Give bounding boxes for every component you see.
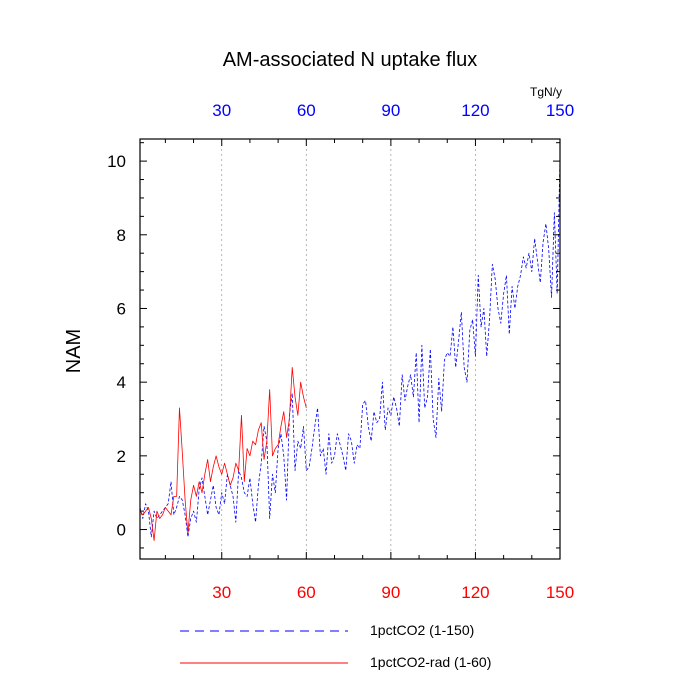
y-tick-label-2: 2: [117, 447, 126, 466]
chart-title: AM-associated N uptake flux: [223, 49, 478, 71]
series-line-1pctco2-rad: [139, 367, 307, 541]
tick-labels: 30 30 60 60 90 90 120 120 150 150 0 2 4 6 8 10: [107, 101, 574, 602]
x-tick-label-bottom-120: 120: [461, 583, 489, 602]
x-tick-label-bottom-60: 60: [297, 583, 316, 602]
legend: 1pctCO2 (1-150) 1pctCO2-rad (1-60): [180, 622, 491, 670]
x-tick-label-top-60: 60: [297, 101, 316, 120]
x-tick-label-bottom-150: 150: [546, 583, 574, 602]
x-tick-label-top-120: 120: [461, 101, 489, 120]
x-tick-label-top-150: 150: [546, 101, 574, 120]
y-tick-label-10: 10: [107, 152, 126, 171]
legend-label-1pctco2: 1pctCO2 (1-150): [370, 622, 474, 638]
x-tick-label-bottom-90: 90: [381, 583, 400, 602]
plot-frame: [139, 138, 561, 560]
units-label: TgN/y: [530, 85, 562, 99]
ticks: [140, 139, 561, 559]
y-tick-label-8: 8: [117, 226, 126, 245]
y-tick-label-6: 6: [117, 299, 126, 318]
grid: [221, 139, 476, 559]
series-group: [139, 157, 561, 541]
y-tick-label-4: 4: [117, 373, 126, 392]
series-line-1pctco2: [139, 157, 561, 538]
x-tick-label-bottom-30: 30: [212, 583, 231, 602]
x-tick-label-top-30: 30: [212, 101, 231, 120]
legend-label-1pctco2-rad: 1pctCO2-rad (1-60): [370, 654, 491, 670]
y-tick-label-0: 0: [117, 521, 126, 540]
y-axis-label: NAM: [63, 329, 85, 373]
x-tick-label-top-90: 90: [381, 101, 400, 120]
